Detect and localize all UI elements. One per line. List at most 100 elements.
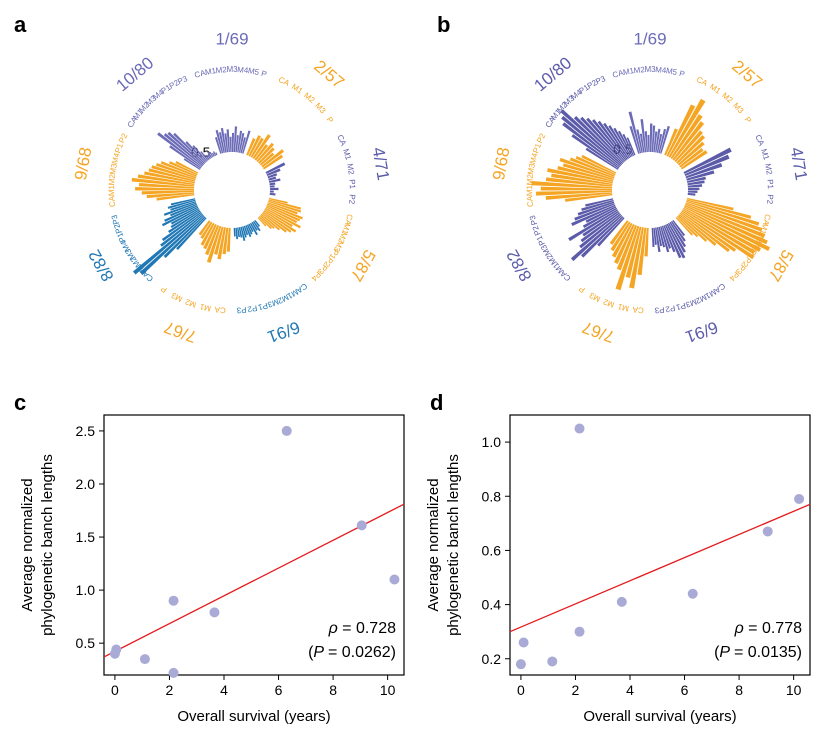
sample-label: CA	[277, 75, 292, 88]
circular-bar	[254, 144, 269, 161]
circular-bar	[569, 157, 615, 177]
sample-label: P	[260, 69, 268, 79]
circular-bar	[163, 216, 206, 259]
p-value: = 0.0135)	[734, 644, 802, 661]
circular-bar	[670, 114, 703, 160]
x-tick-label: 4	[626, 682, 634, 698]
circular-bar	[233, 126, 238, 153]
circular-bar	[146, 192, 195, 199]
circular-bar	[686, 199, 752, 219]
circular-bar	[243, 225, 249, 236]
circular-bar	[562, 163, 614, 181]
circular-bar	[269, 187, 279, 191]
circular-bar	[669, 221, 687, 248]
y-axis-label-line1: Average normalized	[19, 478, 36, 611]
circular-bar	[656, 227, 663, 247]
circular-bar	[574, 203, 615, 221]
circular-bar	[684, 154, 730, 177]
circular-bar	[268, 199, 302, 210]
circular-bar	[266, 168, 281, 177]
circular-bar	[268, 178, 281, 183]
rho-annotation: ρ = 0.778	[734, 620, 803, 637]
circular-bar	[687, 190, 698, 194]
sample-label: P1	[256, 301, 268, 312]
circular-bar	[585, 206, 617, 223]
sample-label: M1	[290, 82, 305, 96]
circular-bar	[161, 206, 199, 227]
data-point	[389, 574, 400, 585]
sample-label: M2	[184, 297, 198, 309]
circular-bar	[176, 217, 207, 251]
circular-bar	[557, 166, 614, 182]
data-point	[209, 607, 220, 618]
circular-bar	[670, 220, 686, 242]
circular-bar	[685, 203, 766, 238]
rho-annotation: ρ = 0.728	[328, 620, 397, 637]
group-label: 9/68	[489, 146, 513, 182]
circular-bar	[254, 219, 261, 227]
circular-bar	[675, 217, 694, 236]
group-label: 10/80	[113, 53, 158, 95]
sample-label: M1	[198, 302, 211, 313]
sample-label: CA	[632, 305, 645, 315]
circular-bar	[139, 215, 205, 276]
circular-bar	[237, 130, 243, 153]
circular-bar	[256, 142, 275, 163]
y-axis-label-line1: Average normalized	[425, 478, 442, 611]
group-label: 7/67	[580, 317, 618, 346]
circular-bar	[262, 211, 292, 233]
circular-bar	[206, 151, 213, 159]
sample-label: P1	[348, 179, 357, 190]
sample-label: M3	[169, 290, 183, 303]
data-point	[139, 654, 150, 665]
circular-bar	[185, 141, 207, 163]
sample-label: M2	[602, 297, 616, 309]
group-label: 2/57	[728, 56, 766, 92]
sample-label: P3	[528, 214, 539, 226]
x-tick-label: 0	[517, 682, 525, 698]
circular-bar	[651, 227, 655, 247]
sample-label: P1	[113, 142, 125, 155]
data-point	[547, 656, 558, 667]
x-tick-label: 4	[220, 682, 228, 698]
circular-bar	[148, 168, 196, 182]
circular-bar	[571, 134, 620, 169]
group-label: 8/82	[503, 246, 536, 284]
data-point	[111, 644, 122, 655]
x-tick-label: 6	[681, 682, 689, 698]
circular-bar	[268, 176, 277, 181]
sample-label: M5	[247, 66, 260, 77]
sample-label: CA	[193, 68, 207, 80]
sample-label: P	[678, 69, 686, 79]
circular-bar	[214, 226, 224, 255]
x-tick-label: 8	[329, 682, 337, 698]
circular-bar	[167, 131, 205, 166]
data-point	[794, 493, 805, 504]
group-label: 5/87	[346, 246, 379, 284]
sample-label: M1	[107, 184, 116, 196]
circular-bar	[200, 222, 215, 246]
circular-bar	[215, 129, 224, 154]
circular-bar	[207, 154, 211, 160]
circular-bar	[220, 127, 227, 153]
circular-bar	[560, 109, 623, 166]
circular-bar	[209, 151, 214, 158]
group-label: 5/87	[764, 246, 797, 284]
circular-bar	[581, 199, 614, 212]
circular-bar	[680, 150, 708, 170]
circular-bar	[672, 121, 705, 161]
circular-bar	[644, 131, 648, 153]
circular-bar	[687, 184, 703, 188]
circular-bar	[636, 129, 643, 153]
circular-bar	[666, 104, 696, 157]
circular-bar	[660, 125, 670, 154]
circular-bar	[265, 162, 286, 174]
group-label: 1/69	[633, 29, 666, 48]
group-label: 4/71	[368, 146, 392, 182]
circular-bar	[205, 154, 210, 160]
sample-label: P	[325, 115, 335, 125]
sample-label: M4	[110, 151, 122, 165]
data-point	[281, 425, 292, 436]
circular-bar	[131, 177, 195, 187]
circular-bar	[246, 138, 256, 156]
